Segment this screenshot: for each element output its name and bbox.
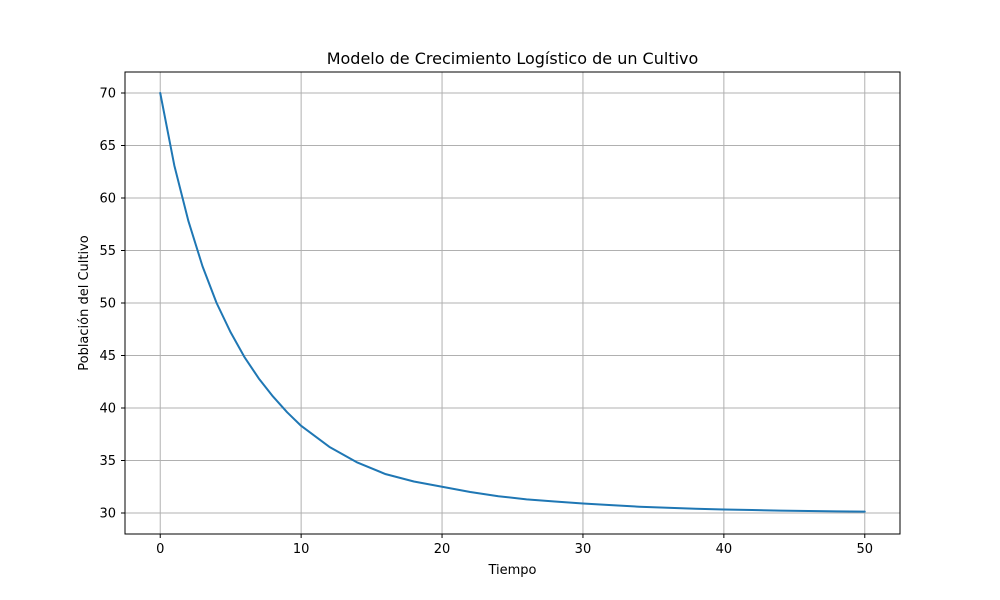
x-tick-label: 50	[856, 542, 873, 557]
y-tick-label: 70	[99, 87, 116, 102]
series-line	[159, 92, 866, 513]
y-tick-label: 35	[99, 454, 116, 469]
x-tick-label: 40	[716, 542, 733, 557]
x-tick-label: 10	[293, 542, 310, 557]
x-tick-label: 20	[434, 542, 451, 557]
chart-title: Modelo de Crecimiento Logístico de un Cu…	[327, 49, 699, 68]
y-tick-label: 40	[99, 402, 116, 417]
ticks: 0 10 20 30 40 50 30 35 40 45 50 55 60 65 70	[99, 87, 873, 558]
x-tick-label: 0	[156, 542, 164, 557]
y-tick-label: 55	[99, 244, 116, 259]
y-tick-label: 50	[99, 297, 116, 312]
grid	[125, 72, 900, 534]
y-tick-label: 45	[99, 349, 116, 364]
x-tick-label: 30	[575, 542, 592, 557]
y-tick-label: 60	[99, 192, 116, 207]
y-tick-label: 30	[99, 507, 116, 522]
y-tick-label: 65	[99, 139, 116, 154]
series-layer	[159, 92, 866, 513]
y-axis-title: Población del Cultivo	[77, 235, 92, 371]
x-axis-title: Tiempo	[487, 563, 536, 578]
